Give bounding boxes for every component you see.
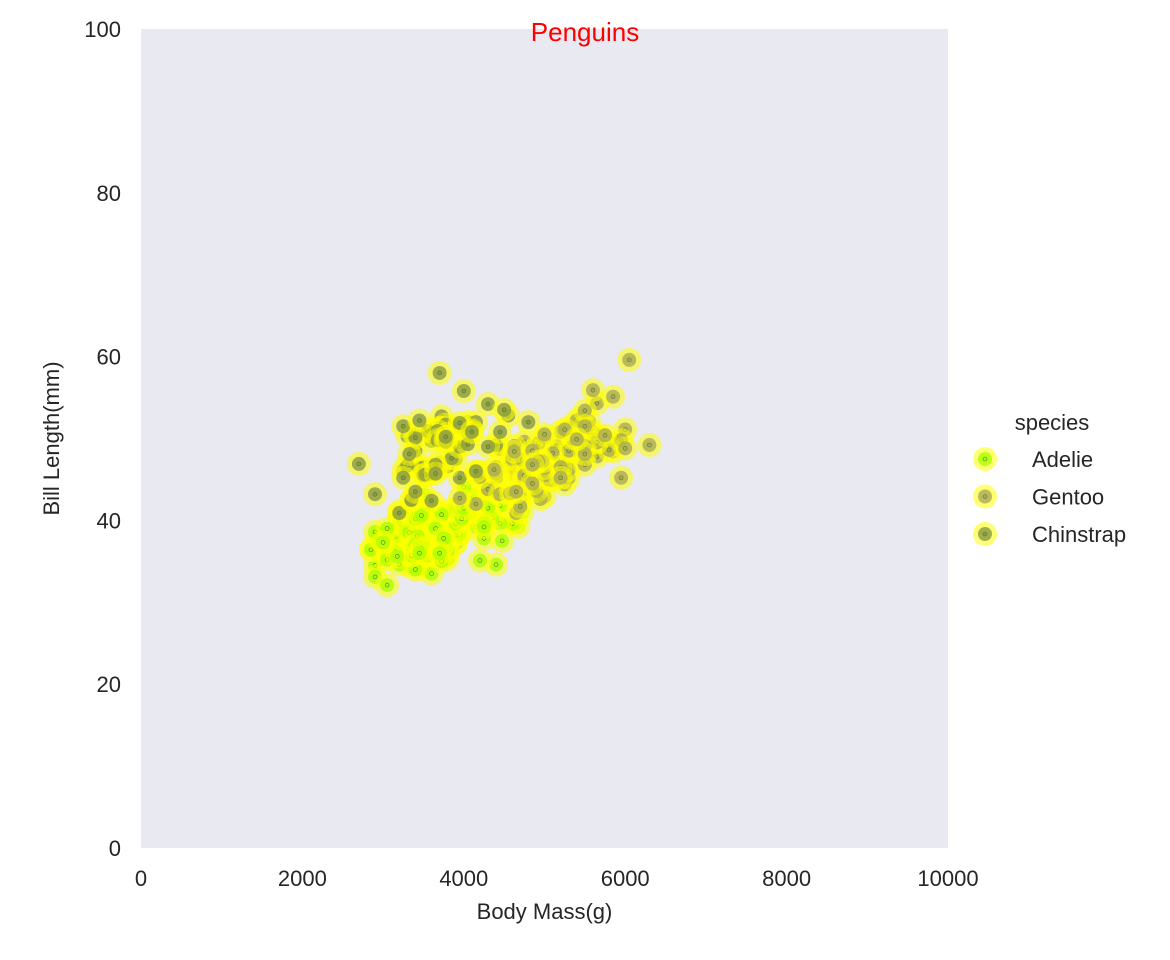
y-tick-label: 0 (109, 836, 121, 861)
y-tick-label: 40 (97, 508, 121, 533)
chart-title: Penguins (531, 17, 639, 47)
x-tick-label: 10000 (917, 866, 978, 891)
legend-title: species (1015, 410, 1090, 435)
y-tick-label: 20 (97, 672, 121, 697)
data-point (375, 573, 400, 598)
data-point (564, 427, 589, 452)
x-tick-label: 8000 (762, 866, 811, 891)
data-point (459, 419, 484, 444)
legend-label: Adelie (1032, 447, 1093, 472)
data-point (580, 378, 605, 403)
legend-marker (973, 447, 997, 471)
data-point (463, 459, 488, 484)
data-point (467, 548, 492, 573)
legend-marker (973, 522, 997, 546)
data-point (601, 384, 626, 409)
x-tick-label: 0 (135, 866, 147, 891)
data-point (397, 442, 422, 467)
data-point (520, 452, 545, 477)
data-point (609, 465, 634, 490)
data-point (433, 424, 458, 449)
data-point (451, 378, 476, 403)
data-point (516, 410, 541, 435)
x-axis-label: Body Mass(g) (477, 899, 613, 924)
legend-label: Gentoo (1032, 485, 1104, 510)
data-point (504, 479, 529, 504)
data-point (346, 451, 371, 476)
data-point (613, 436, 638, 461)
data-point (617, 347, 642, 372)
data-point (371, 530, 396, 555)
y-tick-label: 60 (97, 345, 121, 370)
x-tick-label: 4000 (439, 866, 488, 891)
legend-marker (973, 484, 997, 509)
data-point (423, 461, 448, 486)
data-point (427, 541, 452, 566)
data-point (471, 514, 496, 539)
data-point (407, 541, 432, 566)
data-point (476, 434, 501, 459)
data-point (407, 408, 432, 433)
data-point (482, 457, 507, 482)
data-point (637, 433, 662, 458)
legend-label: Chinstrap (1032, 522, 1126, 547)
y-axis-label: Bill Length(mm) (39, 361, 64, 515)
data-point (490, 528, 515, 553)
data-point (403, 479, 428, 504)
y-tick-label: 80 (97, 181, 121, 206)
data-point (502, 439, 527, 464)
x-tick-label: 6000 (601, 866, 650, 891)
data-point (492, 397, 517, 422)
data-points (346, 347, 662, 598)
data-point (427, 360, 452, 385)
data-point (593, 423, 618, 448)
data-point (363, 482, 388, 507)
data-point (548, 465, 573, 490)
y-tick-label: 100 (84, 17, 121, 42)
axis-ticks: 0 2000 4000 6000 8000 10000 0 20 40 60 80 100 (84, 17, 978, 891)
legend: species Adelie Gentoo Chinstrap (973, 410, 1126, 547)
data-point (447, 486, 472, 511)
x-tick-label: 2000 (278, 866, 327, 891)
